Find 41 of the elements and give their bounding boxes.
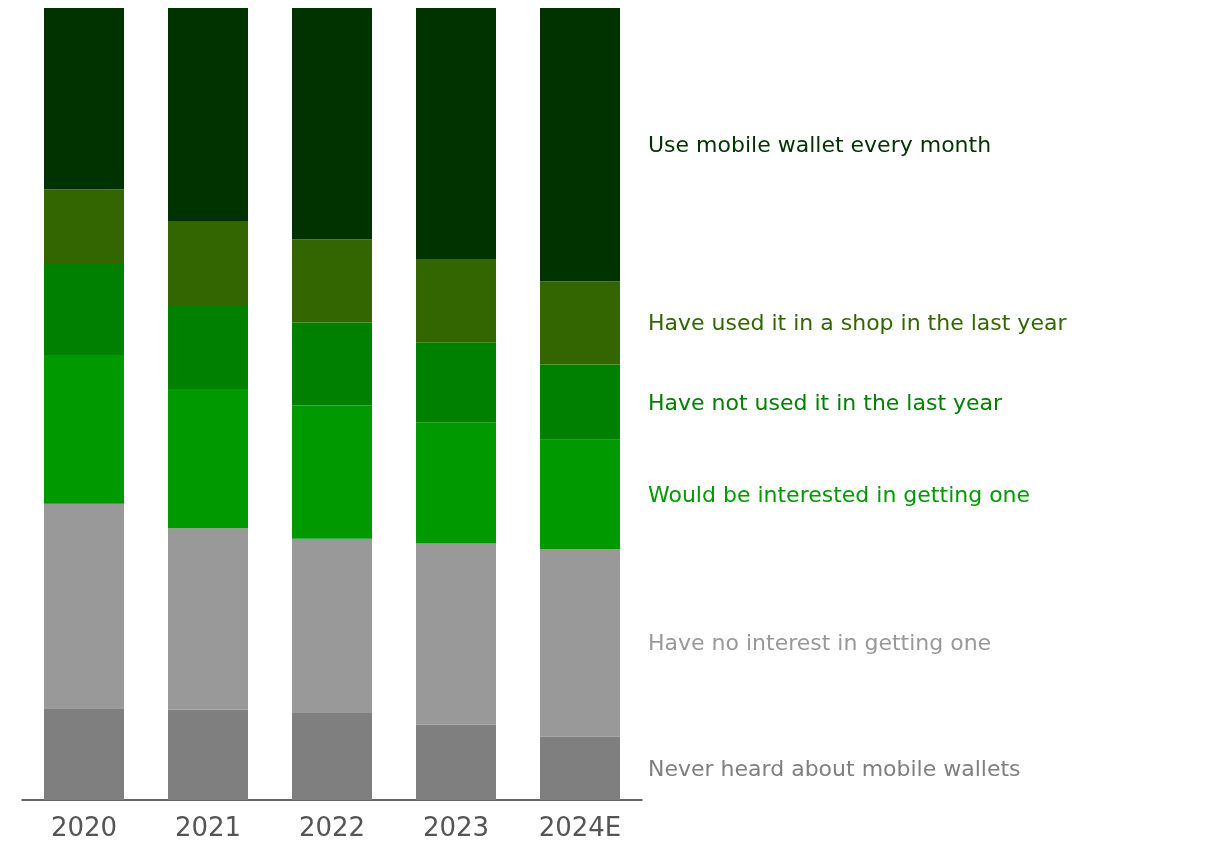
series-label: Use mobile wallet every month (648, 132, 992, 158)
bar (44, 263, 124, 355)
x-tick-label: 2024E (538, 812, 622, 842)
bar (540, 281, 620, 365)
x-tick-label: 2020 (50, 812, 118, 842)
x-tick-label: 2023 (422, 812, 490, 842)
bar (540, 364, 620, 440)
bar (292, 322, 372, 406)
bar (540, 8, 620, 282)
bar (416, 724, 496, 800)
bar (168, 388, 248, 529)
bar (292, 712, 372, 800)
series-label: Have not used it in the last year (648, 389, 1004, 415)
bar (292, 239, 372, 323)
bar (168, 8, 248, 222)
bar (416, 342, 496, 423)
bar (540, 439, 620, 549)
bar (540, 736, 620, 800)
bar (168, 528, 248, 710)
x-tick-label: 2022 (298, 812, 366, 842)
bar (540, 548, 620, 737)
bar (44, 8, 124, 190)
series-label: Have used it in a shop in the last year (648, 310, 1068, 336)
bar (416, 422, 496, 544)
x-tick-label: 2021 (174, 812, 242, 842)
bar (292, 538, 372, 713)
bar (416, 543, 496, 725)
series-label: Would be interested in getting one (648, 481, 1031, 507)
bar (416, 8, 496, 260)
bar (292, 8, 372, 240)
bar (168, 305, 248, 389)
series-label: Have no interest in getting one (648, 630, 992, 656)
bar (168, 709, 248, 800)
bar (292, 405, 372, 539)
bar (44, 708, 124, 800)
bar (168, 221, 248, 305)
series-label: Never heard about mobile wallets (648, 755, 1021, 781)
bar (44, 354, 124, 504)
bar (44, 189, 124, 264)
bar (44, 503, 124, 709)
bar (416, 259, 496, 343)
